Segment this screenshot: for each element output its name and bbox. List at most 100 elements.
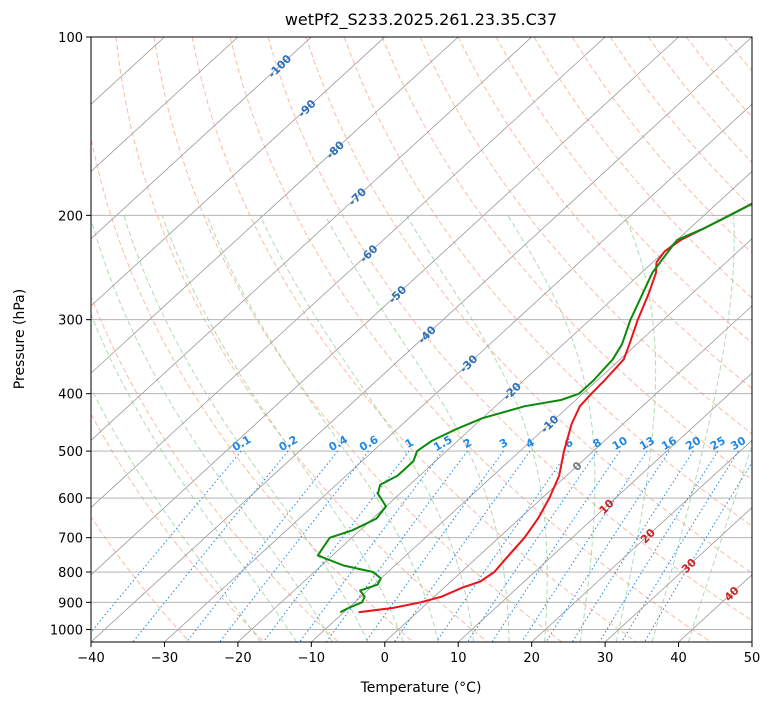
background-lines: [91, 37, 775, 642]
x-tick-label: −20: [224, 651, 251, 666]
moist-adiabat: [615, 215, 657, 642]
mixing-ratio-line: [644, 461, 752, 642]
mixing-ratio-label: 2: [461, 436, 474, 451]
mixing-ratio-line: [262, 450, 410, 642]
dry-adiabat: [191, 37, 637, 642]
temperature-profile: [358, 202, 752, 614]
isotherm: [384, 305, 752, 642]
y-tick-label: 500: [58, 445, 83, 460]
mixing-ratio-label: 3: [497, 436, 510, 451]
y-tick-label: 800: [58, 566, 83, 581]
dewpoint-profile: [316, 202, 752, 614]
mixing-ratio-label: 4: [524, 436, 537, 451]
isotherm: [91, 37, 679, 576]
moist-adiabat: [123, 215, 369, 642]
isotherm: [91, 37, 312, 240]
moist-adiabat: [324, 215, 510, 642]
isotherm: [91, 37, 606, 509]
dry-adiabat: [533, 37, 752, 299]
mixing-ratio-label: 1: [403, 436, 416, 451]
y-axis-label: Pressure (hPa): [12, 289, 28, 389]
mixing-ratio-line: [325, 450, 468, 642]
moist-adiabat: [161, 215, 404, 642]
mixing-ratio-line: [491, 450, 621, 642]
x-tick-label: −30: [151, 651, 178, 666]
mixing-ratio-line: [435, 450, 570, 642]
dry-adiabat: [762, 37, 775, 642]
mixing-ratio-line: [466, 450, 598, 642]
y-tick-label: 700: [58, 532, 83, 547]
isotherm: [751, 641, 752, 642]
dry-adiabat: [229, 37, 712, 642]
line-labels: 0.1 0.2 0.4 0.6 1 1.5 2 3 4 6 8 10 13 16 20 25 30 36-100-…: [230, 52, 769, 604]
dry-adiabat: [91, 135, 414, 642]
x-axis-label: Temperature (°C): [360, 680, 482, 696]
x-tick-label: 0: [381, 651, 389, 666]
moist-adiabat: [687, 444, 752, 642]
dry-adiabat: [381, 37, 752, 481]
y-tick-label: 600: [58, 492, 83, 507]
dry-adiabat: [571, 37, 752, 254]
dry-adiabat: [115, 37, 488, 642]
mixing-ratio-label: 30: [728, 434, 748, 453]
y-tick-label: 1000: [50, 623, 83, 638]
plot-frame: [90, 36, 753, 643]
dry-adiabat: [495, 37, 752, 344]
dry-adiabat: [267, 37, 752, 622]
x-tick-label: 40: [670, 651, 687, 666]
mixing-ratio-line: [299, 450, 444, 642]
mixing-ratio-line: [132, 450, 289, 642]
x-tick-label: 30: [597, 651, 614, 666]
dry-adiabat: [723, 37, 752, 72]
isotherm: [531, 439, 752, 642]
dry-adiabat: [153, 37, 563, 642]
dry-adiabat: [419, 37, 752, 435]
dry-adiabat: [91, 295, 339, 642]
y-tick-label: 300: [58, 314, 83, 329]
axes: −40 −30 −20 −10 0 10 20 30 40 50 100 200 300 400 500 60…: [50, 31, 760, 666]
isotherm: [91, 37, 386, 307]
isotherm: [164, 103, 752, 642]
y-tick-label: 400: [58, 388, 83, 403]
moist-adiabat: [259, 215, 475, 642]
isotherm: [91, 37, 459, 374]
sounding-profiles: [316, 202, 752, 614]
moist-adiabat: [651, 215, 735, 642]
moist-adiabat: [91, 313, 298, 642]
mixing-ratio-line: [571, 450, 694, 642]
isotherm: [604, 507, 752, 642]
mixing-ratio-label: 10: [610, 434, 630, 453]
isotherm: [91, 37, 239, 172]
chart-title: wetPf2_S233.2025.261.23.35.C37: [285, 10, 557, 30]
mixing-ratio-label: 20: [683, 434, 703, 453]
dry-adiabat: [343, 37, 752, 527]
mixing-ratio-line: [365, 450, 504, 642]
x-tick-label: −10: [298, 651, 325, 666]
moist-adiabat: [507, 215, 596, 642]
dry-adiabat: [91, 515, 190, 642]
moist-adiabat: [91, 217, 333, 642]
mixing-ratio-label: 13: [637, 434, 657, 453]
y-tick-label: 900: [58, 596, 83, 611]
moist-adiabat: [405, 215, 548, 642]
isotherm: [91, 37, 752, 642]
isotherm: [91, 37, 532, 441]
isotherm: [237, 170, 752, 642]
mixing-ratio-label: 36: [749, 434, 769, 453]
mixing-ratio-label: 25: [708, 434, 728, 453]
isotherm: [311, 238, 752, 642]
mixing-ratio-line: [598, 450, 719, 642]
mixing-ratio-line: [545, 450, 670, 642]
mixing-ratio-line: [219, 450, 369, 642]
x-tick-label: 10: [450, 651, 467, 666]
mixing-ratio-line: [521, 450, 648, 642]
x-tick-label: 50: [744, 651, 761, 666]
dry-adiabat: [685, 37, 752, 118]
mixing-ratio-line: [393, 450, 531, 642]
dry-adiabat: [647, 37, 752, 164]
mixing-ratio-line: [186, 450, 339, 642]
isotherm: [457, 372, 752, 642]
mixing-ratio-line: [91, 450, 242, 633]
y-tick-label: 100: [58, 31, 83, 46]
